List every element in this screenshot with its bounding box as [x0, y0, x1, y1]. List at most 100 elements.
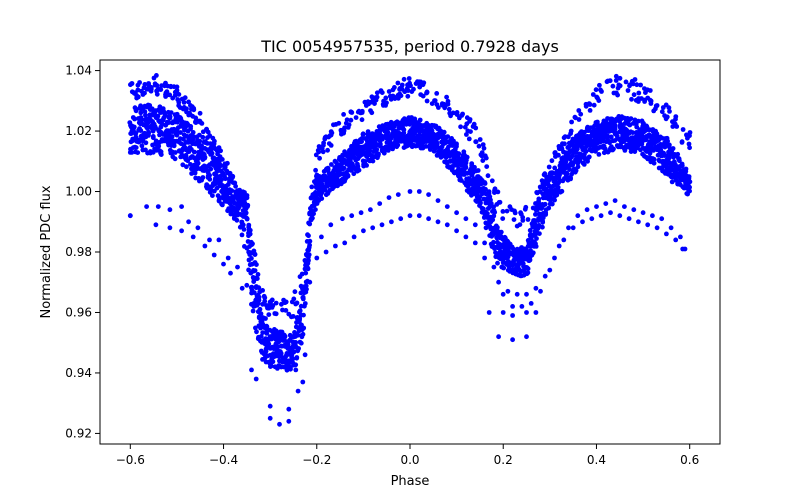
data-point — [496, 334, 501, 340]
data-point — [654, 103, 660, 108]
data-point — [667, 109, 672, 114]
data-point — [651, 160, 657, 166]
data-point — [517, 222, 523, 228]
data-point — [296, 346, 301, 351]
data-point — [561, 237, 567, 243]
data-point — [491, 239, 496, 245]
data-point — [225, 255, 231, 261]
data-point — [631, 207, 637, 213]
data-point — [636, 90, 642, 96]
data-point — [436, 105, 441, 110]
data-point — [500, 291, 506, 297]
data-point — [670, 146, 676, 151]
data-point — [336, 120, 342, 126]
data-point — [450, 143, 455, 148]
data-point — [386, 195, 392, 201]
data-point — [492, 186, 498, 192]
data-point — [300, 294, 306, 300]
data-point — [202, 154, 208, 160]
data-point — [432, 98, 438, 103]
data-point — [434, 153, 440, 158]
data-point — [303, 270, 309, 276]
data-point — [208, 166, 214, 172]
data-point — [277, 352, 282, 358]
data-point — [260, 330, 266, 335]
data-point — [305, 266, 311, 272]
data-point — [168, 110, 174, 115]
data-point — [417, 84, 423, 90]
data-point — [603, 201, 609, 207]
data-point — [496, 279, 501, 285]
data-point — [424, 90, 430, 95]
data-point — [576, 108, 582, 113]
y-tick-label: 1.00 — [65, 185, 92, 199]
data-point — [522, 206, 528, 212]
data-point — [267, 415, 273, 421]
data-point — [533, 244, 539, 249]
data-point — [534, 236, 539, 241]
data-point — [489, 178, 495, 184]
data-point — [480, 142, 486, 148]
data-point — [300, 379, 306, 385]
data-point — [416, 189, 422, 194]
data-point — [244, 216, 250, 222]
data-point — [525, 217, 531, 222]
data-point — [632, 149, 638, 155]
data-point — [379, 222, 385, 228]
data-point — [346, 122, 352, 128]
data-point — [223, 176, 228, 182]
data-point — [131, 124, 136, 130]
data-point — [385, 148, 391, 153]
data-point — [380, 136, 385, 142]
data-point — [451, 138, 456, 144]
data-point — [351, 171, 357, 177]
data-point — [220, 202, 225, 208]
data-point — [143, 112, 148, 118]
data-point — [368, 207, 373, 213]
data-point — [345, 172, 351, 178]
data-point — [216, 237, 222, 243]
data-point — [528, 301, 534, 306]
data-point — [258, 311, 264, 317]
data-point — [218, 163, 224, 169]
data-point — [636, 118, 641, 124]
data-point — [313, 184, 319, 190]
data-point — [283, 299, 289, 305]
data-point — [349, 213, 355, 219]
data-point — [659, 109, 665, 115]
x-axis: −0.6 −0.4 −0.2 0.0 0.2 0.4 0.6 — [116, 444, 699, 467]
data-point — [148, 88, 154, 94]
x-tick-label: 0.6 — [680, 453, 699, 467]
data-point — [370, 158, 376, 164]
data-point — [458, 124, 463, 130]
data-point — [610, 83, 616, 89]
data-point — [254, 262, 259, 267]
data-point — [464, 154, 470, 160]
data-point — [594, 204, 599, 210]
data-point — [630, 130, 636, 136]
data-point — [249, 367, 254, 373]
data-point — [358, 210, 364, 216]
data-point — [454, 144, 459, 149]
data-point — [290, 356, 296, 362]
data-point — [674, 124, 680, 129]
data-point — [245, 202, 251, 208]
data-point — [687, 145, 692, 151]
data-point — [533, 310, 539, 315]
data-point — [473, 139, 479, 145]
x-tick-label: 0.0 — [400, 453, 419, 467]
data-point — [333, 243, 338, 249]
data-point — [611, 146, 616, 152]
data-point — [482, 255, 487, 261]
data-point — [252, 268, 258, 273]
data-point — [374, 94, 380, 100]
data-point — [183, 152, 189, 158]
data-point — [446, 106, 452, 112]
data-point — [491, 213, 497, 219]
data-point — [549, 158, 555, 164]
data-point — [320, 149, 326, 155]
data-point — [348, 117, 354, 123]
data-points — [127, 73, 693, 427]
data-point — [488, 201, 494, 206]
data-point — [251, 301, 257, 306]
